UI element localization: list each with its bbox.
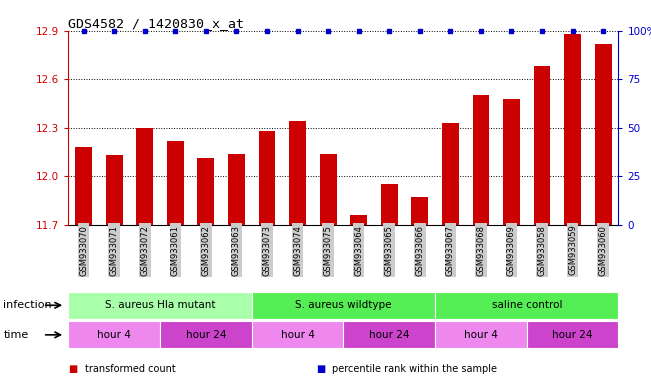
Text: ■: ■ (68, 364, 77, 374)
Text: percentile rank within the sample: percentile rank within the sample (332, 364, 497, 374)
Bar (435, 321, 527, 348)
Bar (435, 292, 618, 319)
Text: GSM933072: GSM933072 (140, 225, 149, 275)
Text: GDS4582 / 1420830_x_at: GDS4582 / 1420830_x_at (68, 17, 244, 30)
Bar (258, 131, 275, 225)
Text: GSM933060: GSM933060 (599, 225, 607, 275)
Bar (68, 321, 160, 348)
Bar (534, 66, 551, 225)
Text: GSM933075: GSM933075 (324, 225, 333, 275)
Bar (68, 292, 252, 319)
Bar (350, 215, 367, 225)
Bar (252, 292, 435, 319)
Text: saline control: saline control (492, 300, 562, 310)
Text: GSM933073: GSM933073 (262, 225, 271, 276)
Bar (289, 121, 306, 225)
Text: hour 24: hour 24 (369, 330, 409, 340)
Bar (564, 34, 581, 225)
Text: GSM933058: GSM933058 (538, 225, 547, 275)
Bar (228, 154, 245, 225)
Bar (344, 321, 435, 348)
Bar (76, 147, 92, 225)
Text: GSM933070: GSM933070 (79, 225, 88, 275)
Text: GSM933068: GSM933068 (477, 225, 486, 276)
Bar (442, 123, 459, 225)
Bar (167, 141, 184, 225)
Text: hour 4: hour 4 (281, 330, 314, 340)
Bar (320, 154, 337, 225)
Text: GSM933071: GSM933071 (110, 225, 118, 275)
Bar (381, 184, 398, 225)
Text: GSM933061: GSM933061 (171, 225, 180, 275)
Text: ■: ■ (316, 364, 325, 374)
Text: infection: infection (3, 300, 52, 310)
Text: GSM933067: GSM933067 (446, 225, 455, 276)
Text: hour 24: hour 24 (186, 330, 226, 340)
Text: GSM933062: GSM933062 (201, 225, 210, 275)
Bar (197, 158, 214, 225)
Text: hour 24: hour 24 (552, 330, 593, 340)
Bar (411, 197, 428, 225)
Text: GSM933074: GSM933074 (293, 225, 302, 275)
Text: S. aureus Hla mutant: S. aureus Hla mutant (105, 300, 215, 310)
Bar (503, 99, 520, 225)
Bar (473, 95, 490, 225)
Bar (136, 128, 153, 225)
Bar (106, 155, 122, 225)
Bar (595, 44, 611, 225)
Text: transformed count: transformed count (85, 364, 175, 374)
Text: S. aureus wildtype: S. aureus wildtype (295, 300, 392, 310)
Text: hour 4: hour 4 (97, 330, 131, 340)
Bar (527, 321, 618, 348)
Bar (252, 321, 343, 348)
Text: hour 4: hour 4 (464, 330, 498, 340)
Text: GSM933065: GSM933065 (385, 225, 394, 275)
Bar (160, 321, 252, 348)
Text: GSM933066: GSM933066 (415, 225, 424, 276)
Text: GSM933059: GSM933059 (568, 225, 577, 275)
Text: GSM933063: GSM933063 (232, 225, 241, 276)
Text: time: time (3, 330, 29, 340)
Text: GSM933064: GSM933064 (354, 225, 363, 275)
Text: GSM933069: GSM933069 (507, 225, 516, 275)
